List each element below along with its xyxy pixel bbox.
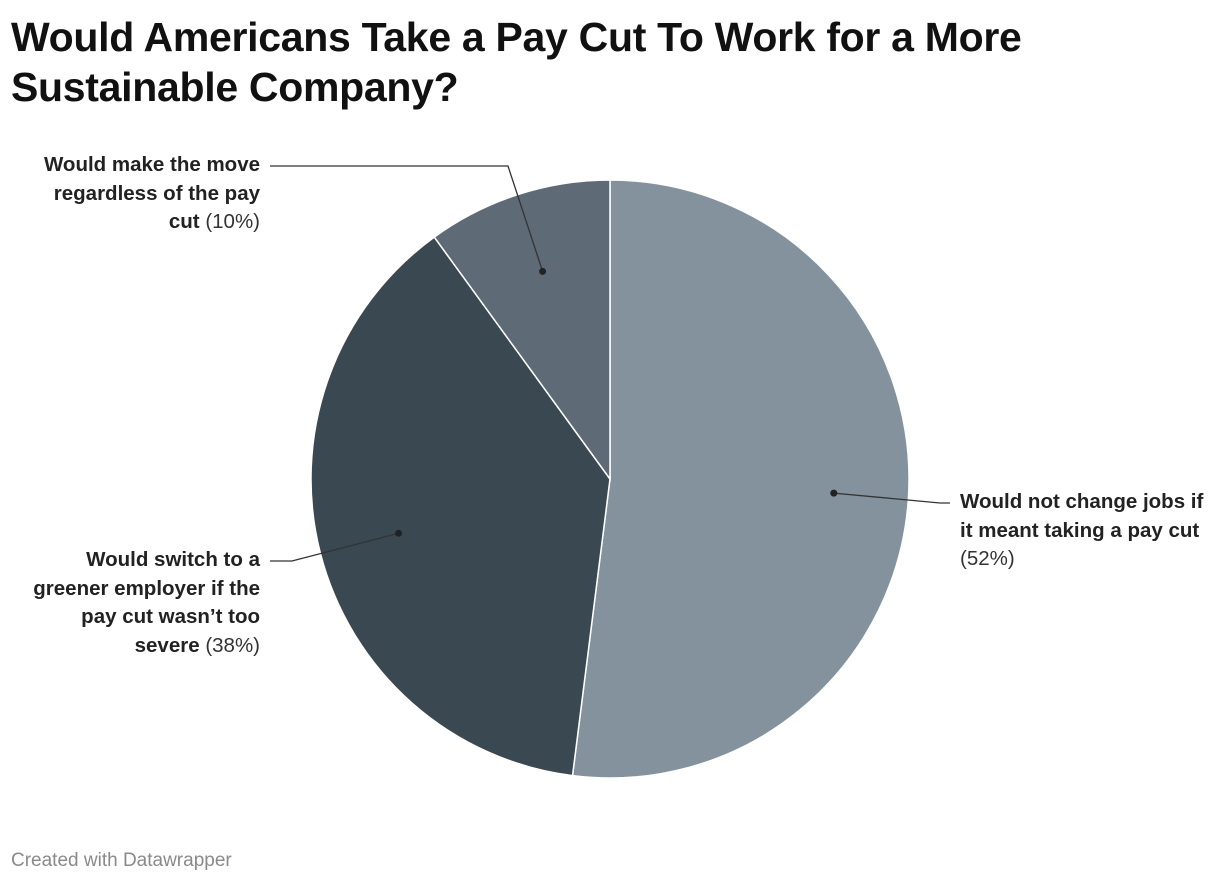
slice-label-name: Would switch to a greener employer if th… — [33, 548, 260, 657]
pie-slices — [310, 179, 910, 779]
leader-line — [833, 492, 950, 504]
credit-footer: Created with Datawrapper — [11, 850, 232, 871]
leader-dot — [539, 267, 547, 275]
slice-label-name: Would not change jobs if it meant taking… — [960, 490, 1204, 542]
leader-line — [270, 532, 399, 562]
leader-dot — [830, 489, 838, 497]
leader-dot — [395, 529, 403, 537]
slice-label-not-change: Would not change jobs if it meant taking… — [960, 488, 1210, 574]
slice-label-percent: (52%) — [960, 547, 1015, 570]
slice-label-regardless: Would make the move regardless of the pa… — [20, 151, 260, 237]
slice-label-name: Would make the move regardless of the pa… — [43, 153, 260, 233]
slice-label-percent: (38%) — [205, 633, 260, 657]
chart-title: Would Americans Take a Pay Cut To Work f… — [11, 14, 1022, 110]
slice-label-switch: Would switch to a greener employer if th… — [20, 546, 260, 660]
leader-line — [270, 165, 544, 272]
slice-not-change — [571, 179, 910, 779]
leader-lines — [270, 165, 950, 562]
slice-label-percent: (10%) — [205, 210, 260, 233]
